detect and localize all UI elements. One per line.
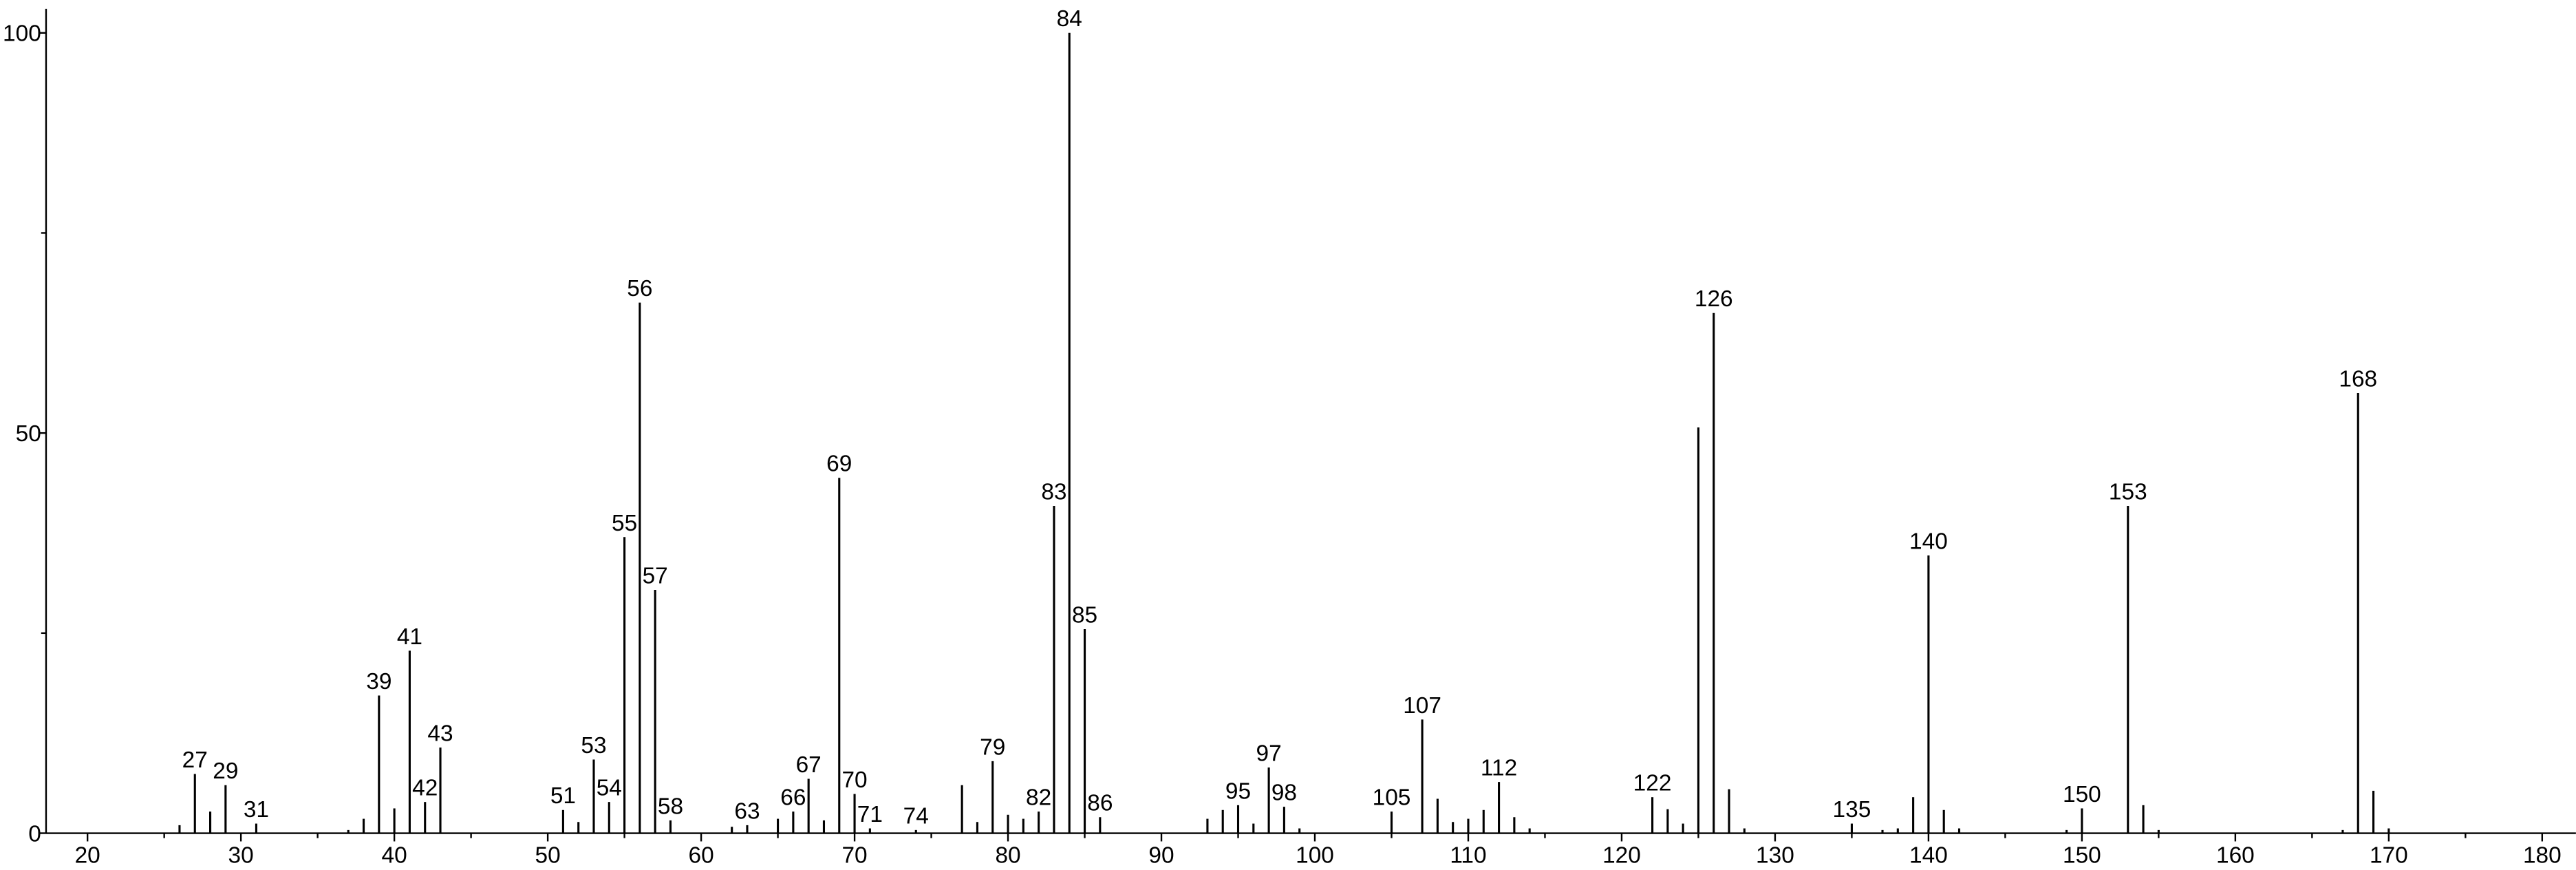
peak-label: 82: [1026, 785, 1051, 811]
peak-label: 63: [734, 798, 760, 824]
x-tick-label: 50: [535, 842, 561, 868]
x-tick-label: 160: [2216, 842, 2255, 868]
peak-label: 71: [857, 802, 883, 827]
y-tick-label: 0: [28, 821, 41, 847]
peak-label: 43: [427, 721, 453, 747]
peak-label: 168: [2339, 366, 2377, 392]
peak-label: 70: [841, 767, 867, 793]
peak-label: 29: [213, 758, 238, 784]
peak-label: 105: [1373, 785, 1411, 811]
peak-label: 85: [1072, 602, 1097, 628]
peak-label: 31: [244, 797, 269, 823]
x-tick-label: 30: [228, 842, 254, 868]
peak-label: 74: [903, 803, 929, 829]
x-tick-label: 180: [2523, 842, 2562, 868]
peak-label: 54: [597, 776, 622, 801]
x-tick-label: 110: [1450, 842, 1486, 868]
peak-label: 150: [2063, 782, 2101, 807]
peak-label: 53: [581, 733, 606, 758]
peak-label: 83: [1041, 479, 1066, 505]
peak-label: 107: [1403, 693, 1441, 719]
x-tick-label: 150: [2063, 842, 2101, 868]
peak-label: 153: [2109, 479, 2147, 505]
peak-label: 98: [1271, 781, 1297, 806]
peak-label: 66: [780, 785, 806, 811]
peak-label: 58: [658, 794, 683, 819]
peak-label: 122: [1633, 771, 1672, 796]
peak-label: 86: [1087, 791, 1113, 816]
x-tick-label: 170: [2370, 842, 2408, 868]
peak-label: 57: [643, 563, 668, 588]
peak-label: 42: [412, 776, 438, 801]
peak-label: 56: [627, 276, 652, 301]
peak-label: 84: [1057, 6, 1082, 32]
x-tick-label: 80: [995, 842, 1020, 868]
peak-label: 79: [980, 734, 1005, 760]
x-tick-label: 130: [1756, 842, 1794, 868]
peak-label: 55: [612, 511, 637, 536]
peak-label: 126: [1695, 286, 1733, 312]
x-tick-label: 140: [1909, 842, 1948, 868]
peak-label: 112: [1481, 756, 1517, 781]
x-tick-label: 90: [1148, 842, 1174, 868]
peak-label: 135: [1833, 797, 1871, 823]
peak-label: 67: [796, 752, 822, 778]
peak-label: 27: [182, 747, 208, 773]
peak-label: 39: [366, 669, 391, 694]
peak-label: 69: [826, 452, 852, 477]
x-tick-label: 120: [1602, 842, 1641, 868]
y-tick-label: 50: [16, 421, 41, 447]
peak-label: 97: [1256, 741, 1282, 767]
y-tick-label: 100: [3, 21, 41, 47]
x-tick-label: 100: [1296, 842, 1334, 868]
x-tick-label: 20: [75, 842, 100, 868]
x-tick-label: 40: [382, 842, 407, 868]
peak-label: 51: [550, 783, 576, 809]
peak-label: 41: [397, 624, 422, 650]
peak-label: 140: [1909, 529, 1948, 554]
x-tick-label: 70: [841, 842, 867, 868]
x-tick-label: 60: [689, 842, 714, 868]
peak-label: 95: [1225, 778, 1251, 804]
